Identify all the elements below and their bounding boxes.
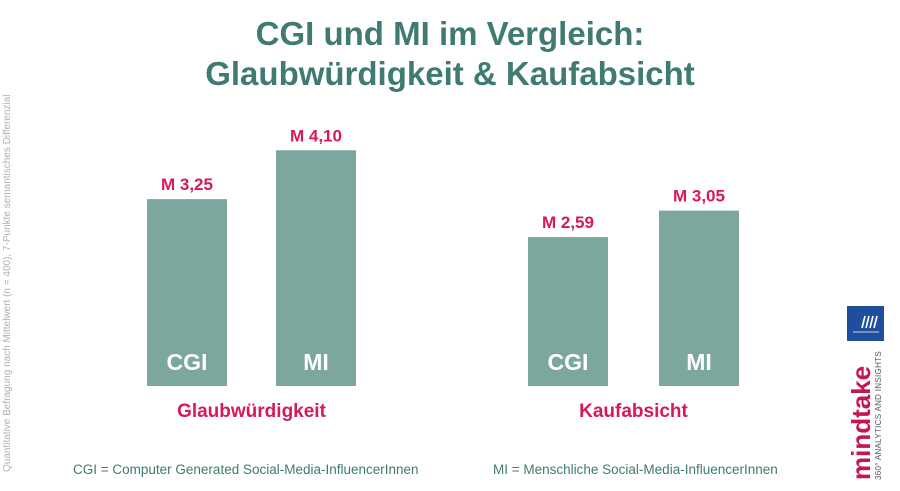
value-label-1-mi: M 3,05 xyxy=(673,187,725,206)
chart-title-line-2: Glaubwürdigkeit & Kaufabsicht xyxy=(205,55,695,92)
category-label-0: Glaubwürdigkeit xyxy=(177,401,327,422)
bar-1-cgi xyxy=(528,237,608,386)
bar-label-1-cgi: CGI xyxy=(548,349,589,375)
bar-label-0-mi: MI xyxy=(303,349,329,375)
bar-1-mi xyxy=(659,210,739,386)
brand-logo: mindtake 360° ANALYTICS AND INSIGHTS xyxy=(846,351,883,480)
footnote-cgi: CGI = Computer Generated Social-Media-In… xyxy=(73,462,419,477)
value-label-1-cgi: M 2,59 xyxy=(542,213,594,232)
value-label-0-mi: M 4,10 xyxy=(290,126,342,145)
brand-name: mindtake xyxy=(846,365,876,480)
brand-tagline: 360° ANALYTICS AND INSIGHTS xyxy=(874,351,883,480)
chart-title: CGI und MI im Vergleich: Glaubwürdigkeit… xyxy=(0,14,900,94)
category-label-1: Kaufabsicht xyxy=(579,401,688,422)
bar-label-1-mi: MI xyxy=(686,349,712,375)
bar-0-cgi xyxy=(147,199,227,386)
university-logo-icon xyxy=(847,306,884,341)
bar-label-0-cgi: CGI xyxy=(167,349,208,375)
chart-title-line-1: CGI und MI im Vergleich: xyxy=(255,15,645,52)
value-label-0-cgi: M 3,25 xyxy=(161,175,213,194)
footnote-mi: MI = Menschliche Social-Media-Influencer… xyxy=(493,462,778,477)
bar-0-mi xyxy=(276,150,356,386)
